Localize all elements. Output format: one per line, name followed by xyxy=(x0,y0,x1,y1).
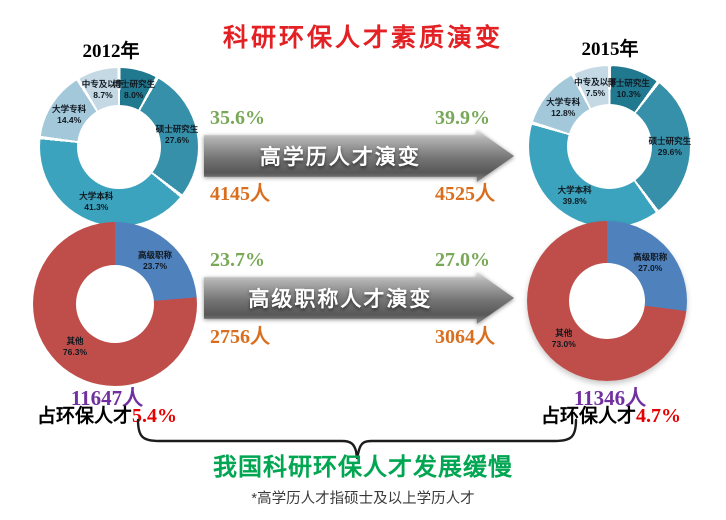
flow2-arrow-label: 高级职称人才演变 xyxy=(248,288,433,311)
slice-label-其他: 其他 73.0% xyxy=(551,328,576,350)
flow1-left-percent: 35.6% xyxy=(210,107,265,129)
flow1-arrow: 高学历人才演变 xyxy=(204,130,514,182)
slice-label-高级职称: 高级职称 27.0% xyxy=(633,251,668,273)
page-title: 科研环保人才素质演变 xyxy=(222,24,503,52)
slice-label-大学专科: 大学专科 14.4% xyxy=(52,103,87,125)
right-arrow-shape: 高学历人才演变 xyxy=(204,130,514,182)
flow1-right-count: 4525人 xyxy=(435,183,495,205)
donut-education-2015: 博士研究生 10.3% 硕士研究生 29.6% 大学本科 39.8% 大学专科 12.8% 中专… xyxy=(529,66,692,227)
flow2-arrow: 高级职称人才演变 xyxy=(204,272,514,324)
donut-education-2012: 博士研究生 8.0% 硕士研究生 27.6% 大学本科 41.3% 大学专科 14.4% 中专及… xyxy=(40,68,198,226)
share-2015-label: 占环保人才 xyxy=(540,406,636,427)
donut-hole xyxy=(77,105,161,189)
share-2012: 占环保人才5.4% xyxy=(12,401,202,428)
flow1-left-count: 4145人 xyxy=(210,183,270,205)
share-2012-value: 5.4% xyxy=(132,405,177,427)
total-count-2012: 11647人 xyxy=(70,386,144,410)
slice-label-中专及以下: 中专及以下 8.7% xyxy=(81,78,125,100)
slice-label-硕士研究生: 硕士研究生 27.6% xyxy=(155,124,199,146)
donut-senior-title-2012: 高级职称 23.7% 其他 76.3% xyxy=(33,222,197,386)
slice-label-博士研究生: 博士研究生 10.3% xyxy=(607,78,650,100)
flow2-right-count: 3064人 xyxy=(435,326,495,348)
year-label-2015: 2015年 xyxy=(581,39,639,60)
flow2-right-percent: 27.0% xyxy=(435,249,490,271)
slice-label-大学本科: 大学本科 41.3% xyxy=(79,190,114,212)
flow1-right-percent: 39.9% xyxy=(435,107,490,129)
flow2-left-count: 2756人 xyxy=(210,326,270,348)
conclusion-text: 我国科研环保人才发展缓慢 xyxy=(213,454,513,481)
slice-label-硕士研究生: 硕士研究生 29.6% xyxy=(648,135,692,157)
footnote-text: *高学历人才指硕士及以上学历人才 xyxy=(251,491,475,507)
slice-label-其他: 其他 76.3% xyxy=(62,336,88,358)
slice-label-高级职称: 高级职称 23.7% xyxy=(137,249,173,271)
right-arrow-shape: 高级职称人才演变 xyxy=(204,272,514,324)
year-label-2012: 2012年 xyxy=(82,41,140,62)
slice-label-大学专科: 大学专科 12.8% xyxy=(546,96,581,118)
share-2015-value: 4.7% xyxy=(636,405,681,427)
slice-label-博士研究生: 博士研究生 8.0% xyxy=(112,78,155,100)
share-2015: 占环保人才4.7% xyxy=(521,401,701,428)
donut-senior-title-2015: 高级职称 27.0% 其他 73.0% xyxy=(527,221,687,381)
flow2-left-percent: 23.7% xyxy=(210,249,265,271)
slice-label-大学本科: 大学本科 39.8% xyxy=(557,184,592,206)
flow1-arrow-label: 高学历人才演变 xyxy=(259,146,421,169)
donut-hole xyxy=(566,103,653,190)
slice-label-中专及以下: 中专及以下 7.5% xyxy=(574,76,617,98)
donut-hole xyxy=(75,264,155,344)
donut-hole xyxy=(568,262,646,340)
share-2012-label: 占环保人才 xyxy=(36,406,132,427)
total-count-2015: 11346人 xyxy=(573,386,647,410)
